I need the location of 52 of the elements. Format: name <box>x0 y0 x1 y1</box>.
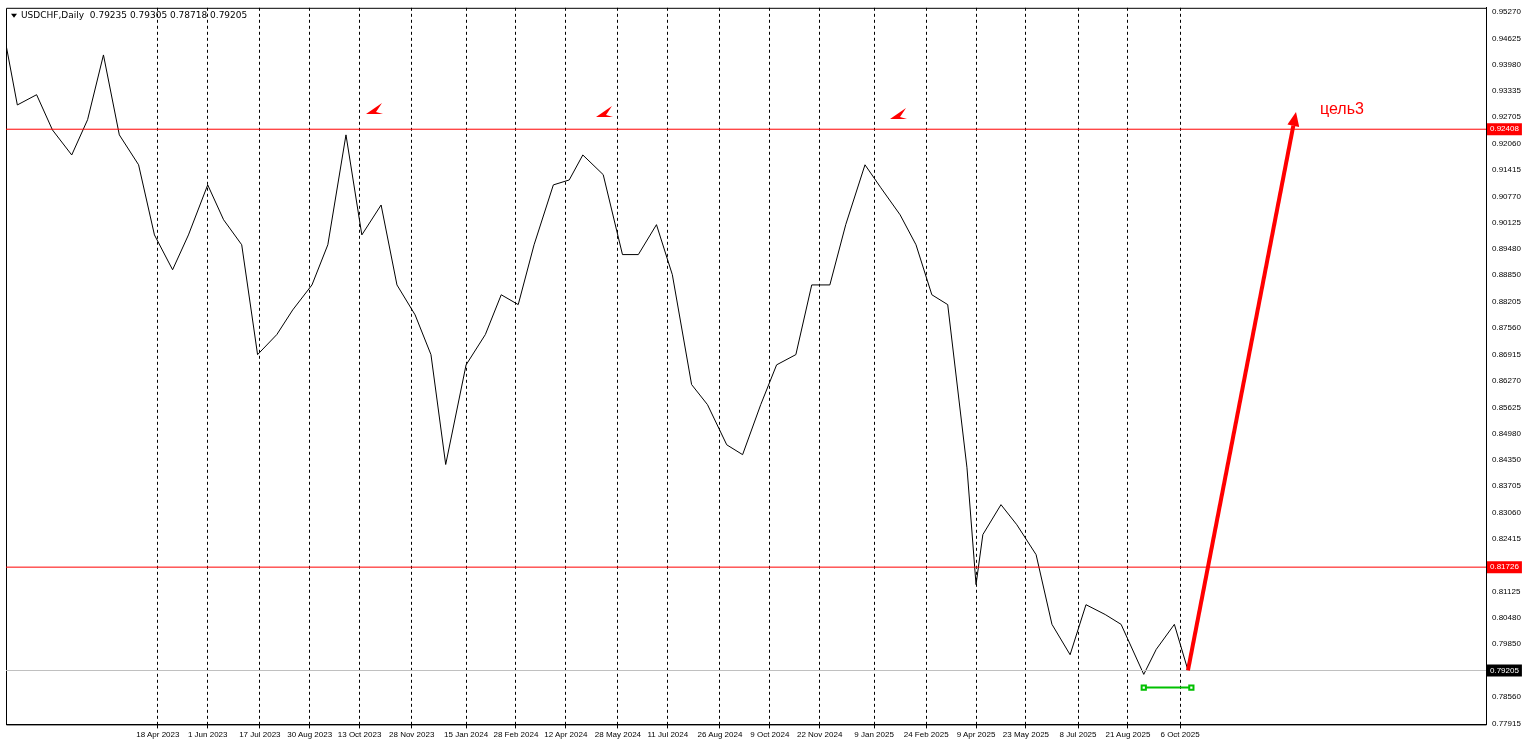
x-tick-label: 1 Jun 2023 <box>187 730 229 740</box>
x-tick-label: 11 Jul 2024 <box>647 730 689 740</box>
x-tick-label: 18 Apr 2023 <box>136 730 180 740</box>
y-tick-label: 0.77915 <box>1492 718 1522 728</box>
ref-line-label: 0.81726 <box>1490 562 1520 572</box>
x-tick-label: 12 Apr 2024 <box>544 730 588 740</box>
x-tick-label: 9 Apr 2025 <box>956 730 996 740</box>
ref-line-label: 0.79205 <box>1490 665 1520 675</box>
y-tick-label: 0.87560 <box>1492 323 1522 333</box>
x-tick-label: 22 Nov 2024 <box>796 730 843 740</box>
x-tick-label: 9 Oct 2024 <box>750 730 790 740</box>
y-tick-label: 0.78560 <box>1492 692 1522 702</box>
y-tick-label: 0.88850 <box>1492 270 1522 280</box>
x-tick-label: 23 May 2025 <box>1002 730 1050 740</box>
y-tick-label: 0.88205 <box>1492 296 1522 306</box>
x-tick-label: 6 Oct 2025 <box>1160 730 1201 740</box>
x-tick-label: 13 Oct 2023 <box>337 730 382 740</box>
x-tick-label: 17 Jul 2023 <box>239 730 282 740</box>
ref-line-label: 0.92408 <box>1490 124 1520 134</box>
annotation: цель3 <box>1320 100 1365 118</box>
y-tick-label: 0.84980 <box>1492 428 1522 438</box>
y-tick-label: 0.92705 <box>1492 112 1522 122</box>
y-tick-label: 0.93335 <box>1492 86 1522 96</box>
y-tick-label: 0.85625 <box>1492 402 1522 412</box>
y-tick-label: 0.81125 <box>1492 586 1521 596</box>
y-tick-label: 0.90125 <box>1492 218 1522 228</box>
x-tick-label: 28 Nov 2023 <box>389 730 435 740</box>
y-tick-label: 0.80480 <box>1492 613 1522 623</box>
x-tick-label: 9 Jan 2025 <box>854 730 895 740</box>
y-tick-label: 0.94625 <box>1492 33 1522 43</box>
y-tick-label: 0.92060 <box>1492 138 1522 148</box>
x-tick-label: 15 Jan 2024 <box>444 730 489 740</box>
y-tick-label: 0.86270 <box>1492 376 1522 386</box>
y-tick-label: 0.91415 <box>1492 165 1522 175</box>
x-tick-label: 24 Feb 2025 <box>903 730 950 740</box>
x-tick-label: 28 Feb 2024 <box>493 730 539 740</box>
y-tick-label: 0.90770 <box>1492 191 1522 201</box>
x-tick-label: 30 Aug 2023 <box>287 730 333 740</box>
y-tick-label: 0.84350 <box>1492 454 1522 464</box>
x-tick-label: 8 Jul 2025 <box>1059 730 1098 740</box>
y-tick-label: 0.83060 <box>1492 507 1522 517</box>
y-tick-label: 0.79850 <box>1492 639 1522 649</box>
y-tick-label: 0.86915 <box>1492 349 1522 359</box>
x-tick-label: 21 Aug 2025 <box>1105 730 1151 740</box>
x-tick-label: 26 Aug 2024 <box>697 730 743 740</box>
y-tick-label: 0.83705 <box>1492 481 1522 491</box>
y-tick-label: 0.89480 <box>1492 244 1522 254</box>
x-tick-label: 28 May 2024 <box>594 730 642 740</box>
y-tick-label: 0.93980 <box>1492 59 1522 69</box>
chart-title: USDCHF,Daily 0.79235 0.79305 0.78718 0.79205 <box>21 10 248 21</box>
y-tick-label: 0.95270 <box>1492 7 1522 17</box>
y-tick-label: 0.82415 <box>1492 534 1522 544</box>
